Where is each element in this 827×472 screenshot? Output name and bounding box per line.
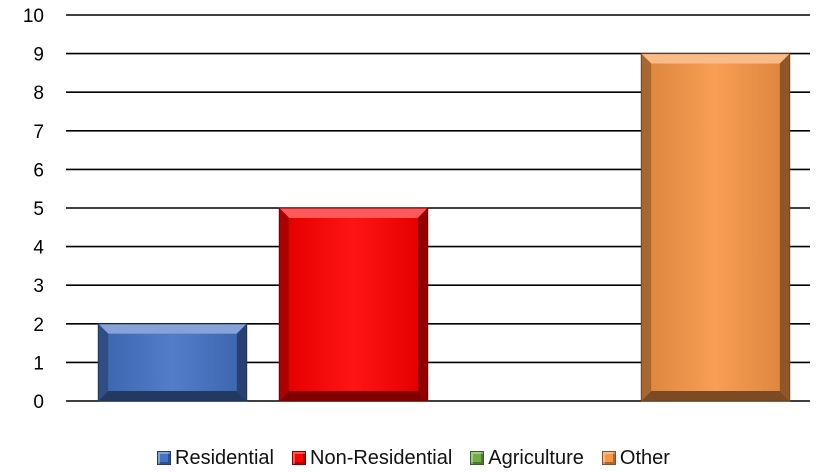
legend-item-residential: Residential xyxy=(157,447,274,470)
y-tick-label: 3 xyxy=(33,276,44,297)
bar-chart: 0 1 2 3 4 5 6 7 8 9 10 xyxy=(23,6,810,413)
bar-non-residential xyxy=(278,207,429,402)
legend-item-non-residential: Non-Residential xyxy=(292,447,452,470)
legend-swatch xyxy=(470,451,485,465)
y-tick-label: 8 xyxy=(33,83,44,104)
y-axis-tick-labels: 0 1 2 3 4 5 6 7 8 9 10 xyxy=(23,6,45,413)
legend-swatch xyxy=(157,451,172,465)
legend-item-other: Other xyxy=(601,446,670,470)
y-tick-label: 6 xyxy=(33,160,44,181)
bars xyxy=(97,53,791,402)
legend-swatch xyxy=(292,451,306,465)
y-tick-label: 7 xyxy=(33,122,44,143)
legend-label: Non-Residential xyxy=(310,446,453,469)
y-tick-label: 10 xyxy=(23,6,44,27)
legend-label: Other xyxy=(619,446,670,469)
legend-label: Residential xyxy=(175,446,274,469)
bar-residential xyxy=(97,323,248,402)
y-tick-label: 1 xyxy=(33,353,44,374)
y-tick-label: 0 xyxy=(33,392,44,413)
y-tick-label: 4 xyxy=(33,238,44,259)
y-tick-label: 5 xyxy=(33,199,44,220)
legend-label: Agriculture xyxy=(488,446,584,469)
bar-other xyxy=(640,53,791,402)
y-tick-label: 2 xyxy=(33,315,44,336)
legend: Residential Non-Residential Agriculture Oth… xyxy=(0,444,827,472)
legend-swatch xyxy=(601,451,616,465)
y-tick-label: 9 xyxy=(33,45,44,66)
legend-item-agriculture: Agriculture xyxy=(470,447,584,470)
